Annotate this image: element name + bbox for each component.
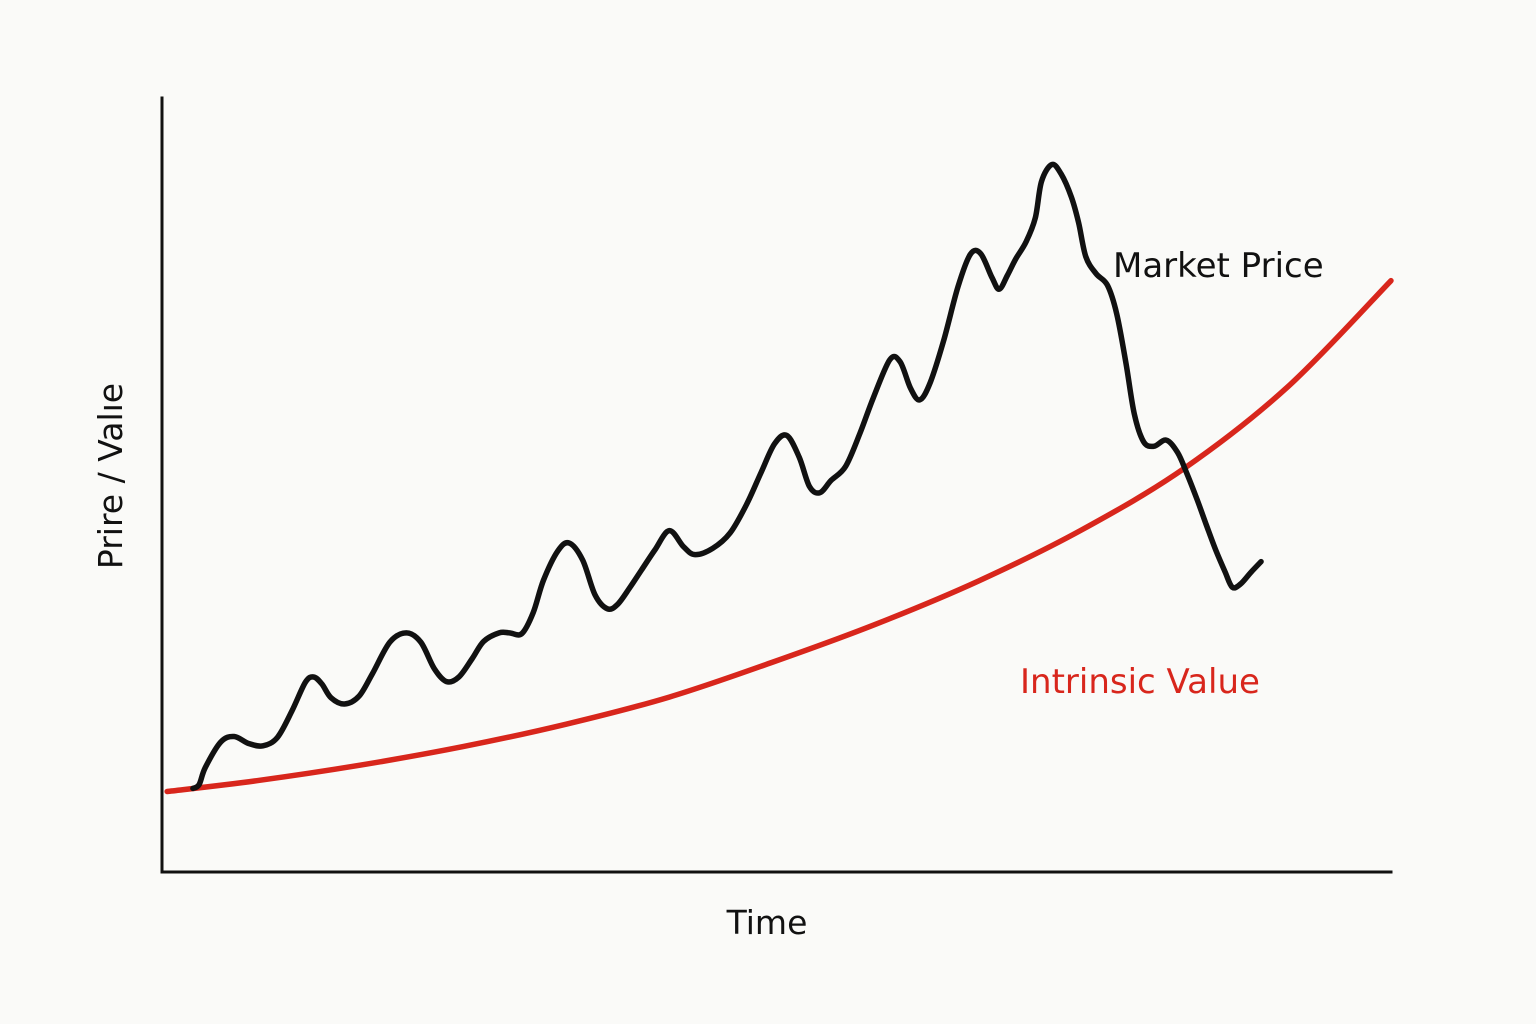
chart-axes xyxy=(160,96,1393,874)
series-label-market-price: Market Price xyxy=(1113,246,1324,286)
y-axis-title: Prire / Valıe xyxy=(91,383,130,569)
series-group xyxy=(164,161,1394,795)
series-line-intrinsic-value xyxy=(164,277,1394,795)
series-label-intrinsic-value: Intrinsic Value xyxy=(1020,662,1260,702)
x-axis-title: Time xyxy=(726,903,808,942)
series-line-market-price xyxy=(190,161,1264,792)
